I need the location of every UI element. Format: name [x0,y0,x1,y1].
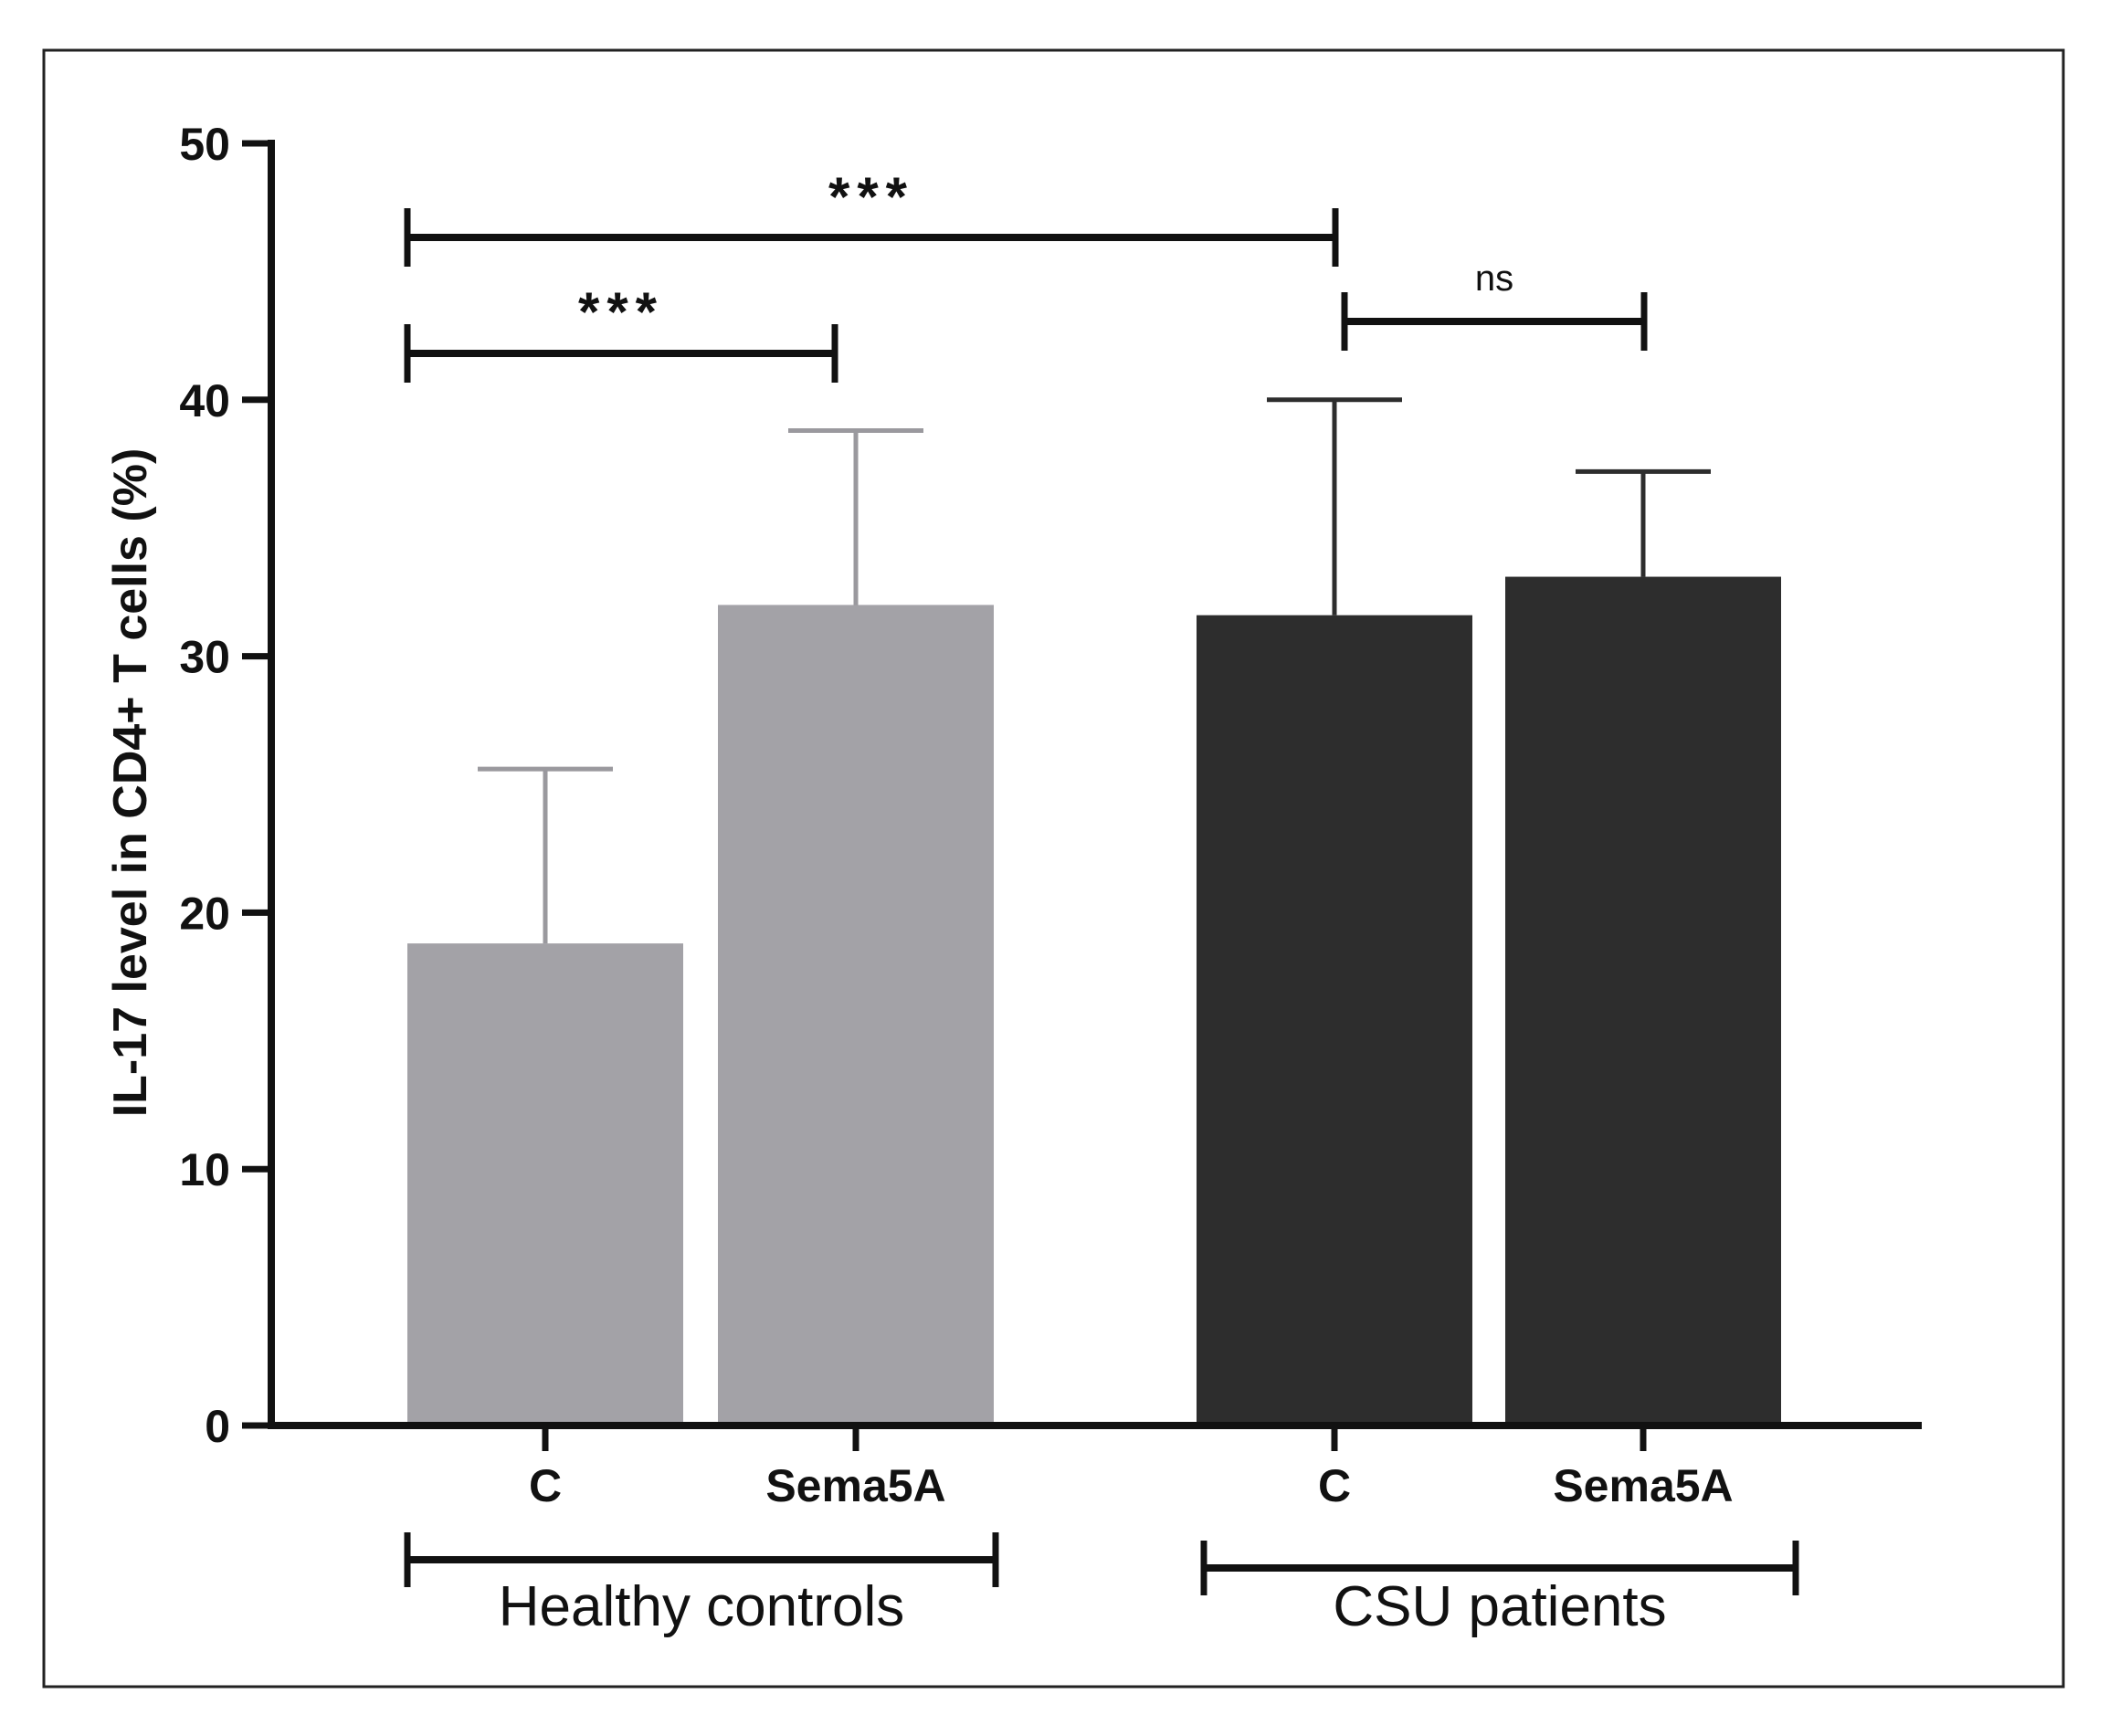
significance-healthy-controls-c-vs-healthy-controls-sema5a-label: *** [578,281,664,342]
bars-layer [407,576,1781,1426]
y-ticks-layer: 0 10 20 30 40 50 [179,119,271,1452]
significance-layer: *** *** ns [404,166,1648,383]
group-brackets-layer: Healthy controls CSU patients [404,1532,1799,1638]
y-tick-label-10: 10 [179,1144,230,1195]
group-healthy-controls-label: Healthy controls [499,1575,905,1638]
x-tick-label-healthy-controls-sema5a: Sema5A [765,1460,945,1511]
y-tick-label-20: 20 [179,888,230,939]
y-tick-label-30: 30 [179,632,230,683]
y-tick-label-40: 40 [179,375,230,426]
bar-csu-patients-sema5a [1505,576,1781,1426]
x-tick-label-healthy-controls-c: C [529,1460,562,1511]
x-tick-label-csu-patients-c: C [1318,1460,1351,1511]
y-tick-label-50: 50 [179,119,230,170]
bar-healthy-controls-c [407,943,683,1426]
significance-healthy-controls-c-vs-csu-patients-c-label: *** [828,166,914,227]
y-tick-label-0: 0 [205,1401,230,1452]
x-ticks-layer: C Sema5A C Sema5A [529,1426,1734,1511]
x-tick-label-csu-patients-sema5a: Sema5A [1553,1460,1733,1511]
error-bars-layer [478,397,1711,944]
bar-csu-patients-c [1197,615,1472,1426]
group-csu-patients-label: CSU patients [1333,1575,1666,1638]
bar-healthy-controls-sema5a [718,605,994,1426]
y-axis-label: IL-17 level in CD4+ T cells (%) [104,448,157,1118]
significance-csu-patients-c-vs-csu-patients-sema5a-label: ns [1475,258,1513,299]
